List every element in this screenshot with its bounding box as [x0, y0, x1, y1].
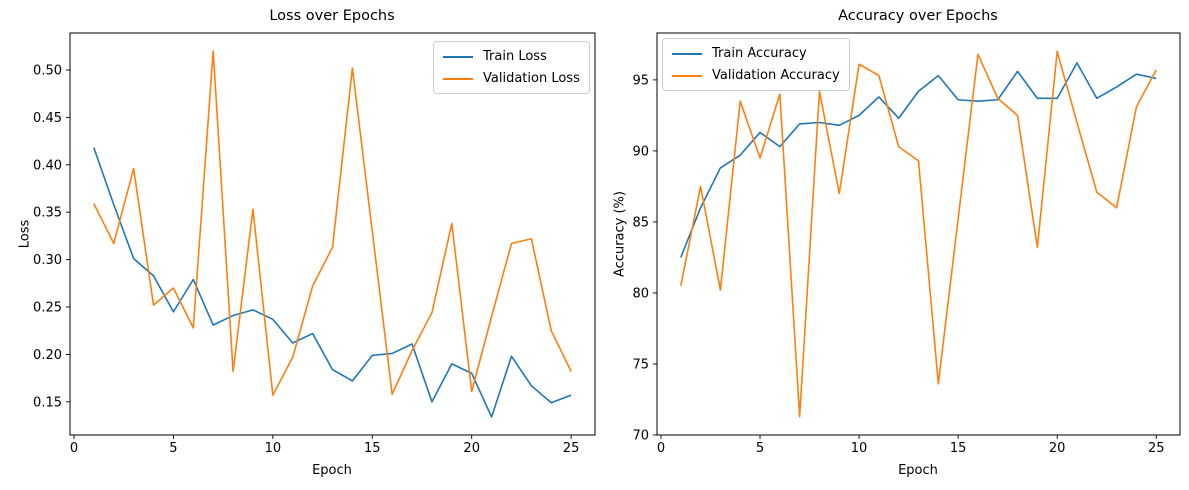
x-tick-label: 15: [364, 441, 381, 456]
y-axis-ticks: 70 75 80 85 90 95: [632, 73, 657, 444]
x-tick-label: 0: [657, 441, 665, 456]
accuracy-x-axis-label: Epoch: [898, 463, 938, 478]
axes-frame: [656, 32, 1181, 436]
y-tick-label: 0.50: [33, 63, 62, 78]
legend-label: Train Accuracy: [712, 46, 807, 61]
legend-line-sample: [672, 52, 702, 55]
legend-entry: Validation Loss: [443, 69, 580, 88]
loss-x-axis-label: Epoch: [312, 463, 352, 478]
legend-label: Validation Loss: [483, 71, 580, 86]
x-tick-label: 25: [563, 441, 580, 456]
x-tick-label: 25: [1148, 441, 1165, 456]
accuracy-plot-area: 0 5 10 15 20 25 70 75 80 85 90 95: [632, 32, 1181, 456]
legend-label: Train Loss: [483, 49, 547, 64]
legend-line-sample: [443, 77, 473, 80]
y-tick-label: 0.20: [33, 348, 62, 363]
x-axis-ticks: 0 5 10 15 20 25: [70, 435, 580, 456]
loss-y-axis-label: Loss: [17, 219, 33, 249]
accuracy-y-axis-label: Accuracy (%): [612, 191, 628, 277]
x-tick-label: 5: [756, 441, 764, 456]
y-tick-label: 90: [632, 144, 649, 159]
legend-label: Validation Accuracy: [712, 68, 840, 83]
legend-line-sample: [672, 74, 702, 77]
x-tick-label: 15: [950, 441, 967, 456]
accuracy-chart-title: Accuracy over Epochs: [838, 8, 998, 24]
train-loss-line: [93, 147, 572, 418]
legend-entry: Train Loss: [443, 47, 580, 66]
y-tick-label: 85: [632, 215, 649, 230]
train-accuracy-line: [680, 62, 1157, 258]
axes-frame: [69, 32, 596, 436]
x-tick-label: 20: [463, 441, 480, 456]
y-tick-label: 0.15: [33, 395, 62, 410]
loss-plot-area: 0 5 10 15 20 250.150.200.250.300.350.400.450.…: [33, 32, 596, 456]
y-tick-label: 0.45: [33, 111, 62, 126]
validation-accuracy-line: [679, 50, 1157, 418]
y-tick-label: 70: [632, 429, 649, 444]
x-axis-ticks: 0 5 10 15 20 25: [657, 435, 1165, 456]
x-tick-label: 20: [1049, 441, 1066, 456]
y-tick-label: 95: [632, 73, 649, 88]
legend-entry: Train Accuracy: [672, 44, 840, 63]
x-tick-label: 0: [70, 441, 78, 456]
y-tick-label: 0.40: [33, 158, 62, 173]
accuracy-legend: Train Accuracy Validation Accuracy: [662, 38, 850, 91]
y-tick-label: 0.35: [33, 206, 62, 221]
x-tick-label: 5: [169, 441, 177, 456]
y-tick-label: 80: [632, 286, 649, 301]
y-axis-ticks: 0.15 0.20 0.25 0.30 0.35 0.40 0.45 0.50: [33, 63, 70, 410]
x-tick-label: 10: [265, 441, 282, 456]
validation-loss-line: [93, 50, 572, 396]
legend-line-sample: [443, 55, 473, 58]
loss-legend: Train Loss Validation Loss: [433, 41, 590, 94]
y-tick-label: 0.25: [33, 301, 62, 316]
loss-chart-title: Loss over Epochs: [269, 8, 395, 24]
y-tick-label: 0.30: [33, 253, 62, 268]
x-tick-label: 10: [851, 441, 868, 456]
y-tick-label: 75: [632, 357, 649, 372]
legend-entry: Validation Accuracy: [672, 66, 840, 85]
